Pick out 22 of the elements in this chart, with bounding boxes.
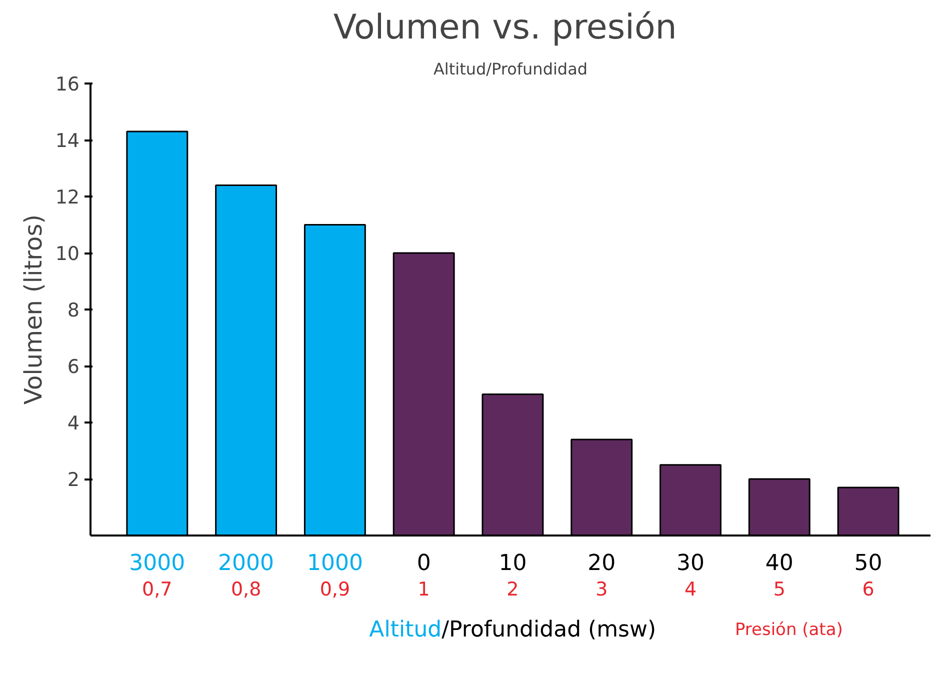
category-label: 30 4 [676,550,705,600]
chart-subtitle: Altitud/Profundidad [433,60,588,78]
y-tick-label: 8 [67,300,80,322]
category-label: 20 3 [588,550,616,600]
y-tick-label: 10 [55,243,80,265]
category-label: 3000 0,7 [129,550,186,600]
text: Presión (ata) [734,620,843,640]
y-axis-title: Volumen (litros) [19,214,48,405]
category-label: 50 6 [854,550,882,600]
chart-title: Volumen vs. presión [333,8,677,48]
category-label: 2000 0,8 [218,550,274,600]
y-tick-label: 2 [67,469,80,491]
y-tick-label: 14 [55,130,80,152]
y-tick-label: 6 [67,356,80,378]
y-tick-label: 12 [55,186,80,208]
y-tick-label: 16 [55,74,80,96]
category-label: 40 5 [765,550,794,600]
category-label: 0 1 [416,550,431,600]
category-label: 1000 0,9 [306,550,363,600]
x-axis-title: Altitud/Profundidad (msw) [369,617,656,642]
category-label: 10 2 [498,550,527,600]
y-tick-label: 4 [67,412,80,434]
